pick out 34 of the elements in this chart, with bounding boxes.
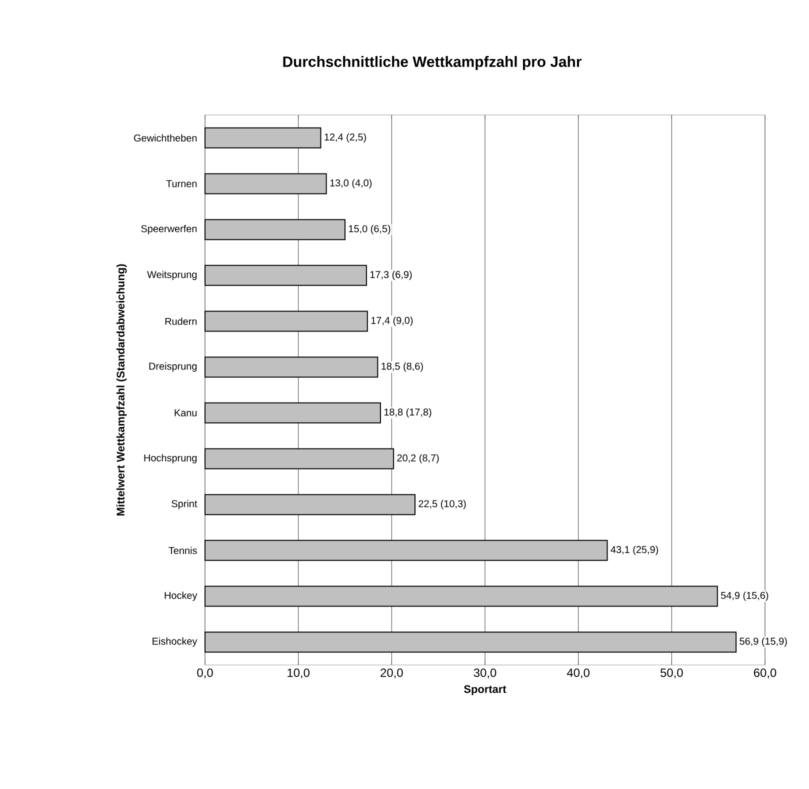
y-tick-label: Turnen bbox=[166, 180, 197, 188]
y-tick-label: Hochsprung bbox=[144, 454, 197, 464]
x-tick-label: 10,0 bbox=[288, 668, 310, 678]
data-label: 22,5 (10,3) bbox=[418, 500, 466, 510]
data-label: 18,8 (17,8) bbox=[384, 408, 432, 418]
x-tick-label: 40,0 bbox=[566, 668, 590, 678]
x-tick-label: 30,0 bbox=[474, 668, 496, 678]
y-tick-label: Hockey bbox=[164, 592, 198, 601]
x-axis-title: Sportart bbox=[464, 685, 506, 696]
data-label: 56,9 (15,9) bbox=[740, 637, 787, 647]
y-tick-label: Eishockey bbox=[152, 637, 198, 647]
x-tick-label: 60,0 bbox=[754, 668, 776, 678]
y-tick-label: Rudern bbox=[165, 318, 197, 325]
data-label: 43,1 (25,9) bbox=[610, 546, 658, 556]
x-tick-label: 0,0 bbox=[197, 668, 213, 678]
chart-title: Durchschnittliche Wettkampfzahl pro Jahr bbox=[283, 56, 582, 70]
data-label: 15,0 (6,5) bbox=[348, 224, 390, 234]
data-label: 13,0 (4,0) bbox=[330, 179, 372, 188]
data-label: 18,5 (8,6) bbox=[382, 362, 423, 372]
data-label: 17,4 (9,0) bbox=[371, 316, 413, 326]
y-tick-label: Tennis bbox=[168, 546, 197, 554]
data-label: 12,4 (2,5) bbox=[324, 133, 366, 143]
y-tick-label: Gewichtheben bbox=[134, 134, 197, 142]
x-tick-label: 50,0 bbox=[660, 668, 683, 678]
y-tick-label: Kanu bbox=[174, 409, 197, 416]
y-axis-title: Mittelwert Wettkampfzahl (Standardabweichung) bbox=[116, 264, 127, 516]
data-label: 17,3 (6,9) bbox=[370, 270, 412, 280]
y-tick-label: Dreisprung bbox=[149, 362, 197, 372]
data-label: 20,2 (8,7) bbox=[397, 454, 439, 464]
x-tick-label: 20,0 bbox=[380, 668, 403, 678]
y-tick-label: Sprint bbox=[172, 500, 198, 510]
y-tick-label: Speerwerfen bbox=[141, 224, 197, 234]
y-tick-label: Weitsprung bbox=[147, 270, 197, 280]
data-label: 54,9 (15,6) bbox=[721, 592, 768, 601]
